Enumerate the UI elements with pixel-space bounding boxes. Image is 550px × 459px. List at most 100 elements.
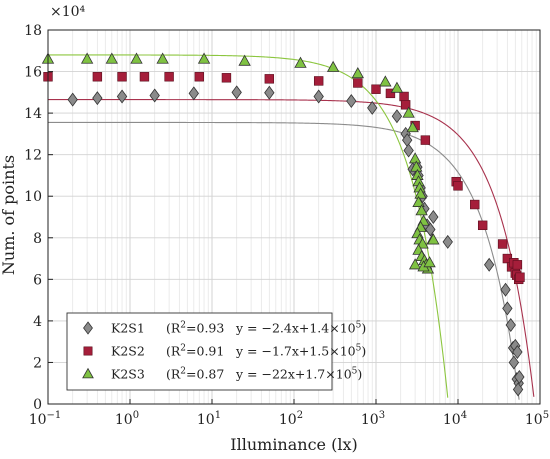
legend-eq-label: y = −22x+1.7×10 bbox=[235, 367, 352, 382]
legend-r2-value: =0.87 bbox=[186, 367, 224, 382]
legend-eq-sup: 5 bbox=[356, 321, 362, 331]
k2s1-point bbox=[116, 89, 128, 104]
k2s1-point bbox=[346, 94, 357, 109]
k2s3-point bbox=[415, 204, 428, 216]
k2s3-point bbox=[80, 52, 94, 64]
k2s3-point bbox=[294, 56, 307, 68]
k2s1-point bbox=[512, 382, 524, 397]
k2s1-point bbox=[391, 109, 403, 124]
legend-eq-label: y = −2.4x+1.4×10 bbox=[235, 321, 356, 336]
k2s1-point bbox=[512, 345, 523, 360]
k2s3-point bbox=[416, 237, 429, 249]
x-tick-base: 10 bbox=[443, 412, 461, 428]
x-tick-label: 105 bbox=[525, 410, 549, 428]
y-tick-label: 10 bbox=[24, 189, 42, 205]
k2s3-point bbox=[427, 233, 440, 245]
x-tick-label: 103 bbox=[361, 410, 385, 428]
fit-curve-k2s2 bbox=[48, 99, 535, 397]
legend-r2-label: (R bbox=[166, 367, 181, 382]
legend-eq-close: ) bbox=[361, 321, 366, 336]
k2s2-point bbox=[92, 72, 103, 82]
k2s3-point bbox=[156, 52, 169, 64]
x-tick-label: 100 bbox=[115, 410, 139, 428]
x-tick-label: 104 bbox=[443, 410, 467, 428]
k2s2-point bbox=[477, 220, 488, 231]
k2s3-point bbox=[130, 52, 143, 64]
k2s3-point bbox=[238, 54, 251, 66]
k2s2-point bbox=[221, 73, 232, 83]
k2s1-point bbox=[313, 89, 324, 104]
data-points bbox=[41, 52, 525, 397]
k2s1-point bbox=[264, 85, 275, 100]
k2s1-point bbox=[500, 282, 511, 297]
y-tick-label: 16 bbox=[24, 65, 42, 81]
legend-series-name: K2S2 bbox=[111, 344, 145, 359]
legend-r2-label: (R bbox=[166, 321, 181, 336]
series-k2s2 bbox=[43, 72, 525, 285]
k2s2-point bbox=[400, 100, 411, 110]
x-tick-exponent: 3 bbox=[379, 410, 385, 421]
k2s2-point bbox=[399, 91, 409, 102]
k2s2-point bbox=[470, 199, 480, 210]
k2s1-point bbox=[425, 222, 436, 237]
fit-curve-k2s3 bbox=[48, 54, 449, 398]
legend-equation: y = −2.4x+1.4×105) bbox=[235, 321, 366, 336]
k2s1-point bbox=[442, 234, 453, 249]
k2s3-point bbox=[326, 60, 340, 72]
k2s3-point bbox=[406, 121, 419, 133]
legend-eq-close: ) bbox=[357, 367, 362, 382]
y-tick-label: 8 bbox=[33, 231, 42, 247]
x-tick-base: 10 bbox=[29, 412, 47, 428]
y-tick-label: 2 bbox=[33, 355, 42, 371]
k2s2-point bbox=[497, 239, 508, 249]
k2s1-point bbox=[484, 257, 495, 272]
k2s3-point bbox=[402, 106, 415, 118]
x-tick-label: 10−1 bbox=[29, 410, 62, 428]
k2s3-point bbox=[414, 187, 427, 199]
k2s2-point bbox=[117, 72, 127, 82]
k2s2-point bbox=[512, 260, 523, 270]
x-tick-exponent: 4 bbox=[461, 410, 467, 421]
legend-eq-label: y = −1.7x+1.5×10 bbox=[235, 344, 356, 359]
legend-r2: (R2=0.91 bbox=[166, 344, 224, 359]
fit-curves bbox=[48, 54, 535, 400]
k2s3-point bbox=[390, 81, 404, 93]
k2s2-point bbox=[194, 72, 204, 82]
legend-r2: (R2=0.87 bbox=[166, 367, 224, 382]
y-tick-label: 4 bbox=[33, 314, 42, 330]
legend-box bbox=[66, 312, 333, 391]
x-tick-exponent: 1 bbox=[215, 410, 221, 421]
legend-marker-k2s1 bbox=[83, 321, 93, 335]
k2s1-point bbox=[149, 88, 160, 103]
y-axis-multiplier: ×10⁴ bbox=[50, 4, 86, 20]
legend-series-name: K2S1 bbox=[111, 321, 145, 336]
k2s2-point bbox=[420, 135, 431, 145]
k2s1-point bbox=[92, 91, 103, 106]
x-tick-base: 10 bbox=[197, 412, 215, 428]
y-tick-label: 18 bbox=[24, 23, 42, 39]
legend-r2-value: =0.91 bbox=[186, 344, 224, 359]
legend-eq-sup: 5 bbox=[356, 344, 362, 354]
legend-r2-value: =0.93 bbox=[186, 321, 224, 336]
y-tick-label: 0 bbox=[33, 397, 42, 413]
k2s1-point bbox=[403, 143, 414, 158]
k2s2-point bbox=[515, 272, 525, 282]
x-tick-exponent: −1 bbox=[47, 410, 62, 421]
y-tick-label: 14 bbox=[24, 106, 42, 122]
k2s2-point bbox=[164, 72, 174, 82]
k2s3-point bbox=[351, 67, 364, 79]
k2s3-point bbox=[379, 75, 392, 87]
k2s1-point bbox=[505, 318, 516, 333]
y-tick-label: 12 bbox=[24, 148, 42, 164]
k2s3-point bbox=[423, 256, 436, 268]
x-tick-base: 10 bbox=[279, 412, 297, 428]
legend-marker-k2s3 bbox=[82, 367, 94, 379]
k2s2-point bbox=[313, 76, 324, 86]
k2s1-point bbox=[508, 355, 520, 370]
k2s2-point bbox=[353, 78, 363, 88]
x-tick-base: 10 bbox=[525, 412, 543, 428]
k2s3-point bbox=[105, 52, 118, 64]
legend-r2: (R2=0.93 bbox=[166, 321, 224, 336]
k2s1-point bbox=[514, 369, 525, 384]
